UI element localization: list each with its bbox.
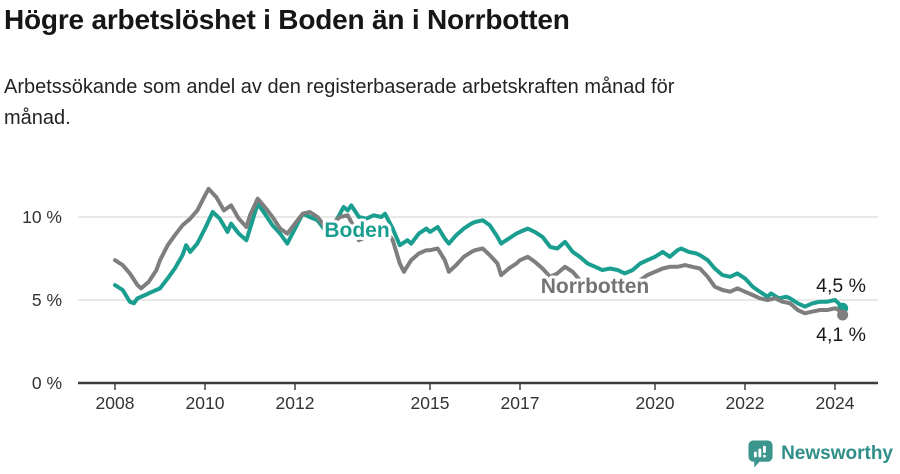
x-tick-label: 2015	[411, 393, 450, 413]
series-label-norrbotten: Norrbotten	[541, 275, 650, 298]
x-tick-label: 2024	[816, 393, 855, 413]
x-tick-label: 2022	[726, 393, 765, 413]
x-tick-label: 2017	[501, 393, 540, 413]
series-label-boden: Boden	[324, 219, 389, 242]
series-line-boden	[113, 201, 845, 311]
newsworthy-logo-icon	[748, 440, 773, 468]
y-tick-label: 10 %	[22, 207, 62, 227]
end-value-label-boden: 4,5 %	[816, 275, 866, 297]
series-end-dot-norrbotten	[837, 309, 849, 321]
brand-name: Newsworthy	[781, 442, 893, 464]
end-value-label-norrbotten: 4,1 %	[816, 324, 866, 346]
series-line-norrbotten	[113, 186, 845, 317]
x-tick-label: 2020	[636, 393, 675, 413]
y-tick-label: 0 %	[32, 373, 62, 393]
newsworthy-brand: Newsworthy	[747, 439, 893, 468]
page-title: Högre arbetslöshet i Boden än i Norrbott…	[4, 4, 570, 35]
y-tick-label: 5 %	[32, 290, 62, 310]
chart-subtitle: Arbetssökande som andel av den registerb…	[4, 76, 675, 129]
x-tick-label: 2010	[186, 393, 225, 413]
x-tick-label: 2008	[96, 393, 135, 413]
x-tick-label: 2012	[276, 393, 315, 413]
